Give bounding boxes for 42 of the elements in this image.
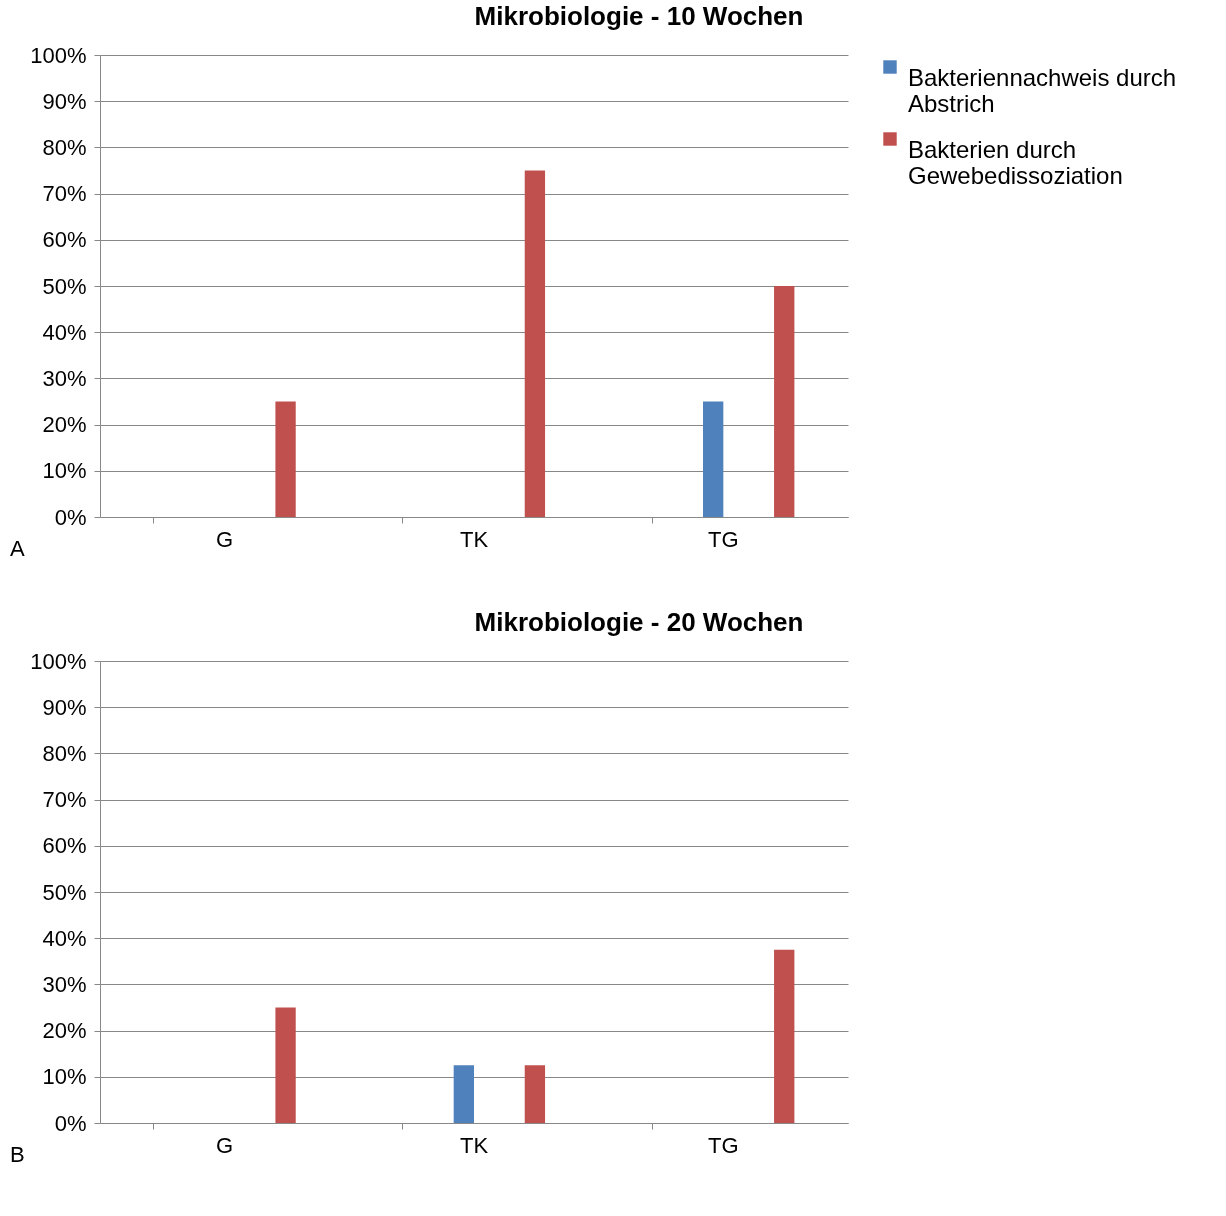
chart-title: Mikrobiologie - 10 Wochen	[474, 1, 804, 31]
y-tick-label: 80%	[42, 740, 87, 766]
y-tick-label: 60%	[42, 227, 87, 253]
x-tick-label: TK	[459, 526, 489, 552]
x-tick-label: G	[216, 526, 234, 552]
y-tick-label: 30%	[42, 971, 87, 997]
y-tick-label: 90%	[42, 88, 87, 114]
text: B	[10, 1142, 25, 1167]
y-tick-label: 40%	[42, 319, 87, 345]
y-tick-label: 50%	[42, 879, 87, 905]
bar	[275, 401, 296, 517]
legend-label: Bakterien durch Gewebedissoziation	[908, 136, 1123, 189]
y-tick-label: 100%	[30, 648, 87, 674]
y-tick-label: 20%	[42, 1018, 87, 1044]
y-tick-label: 70%	[42, 181, 87, 207]
y-tick-label: 80%	[42, 134, 87, 160]
x-tick-label: G	[216, 1132, 234, 1158]
x-tick-label: TK	[459, 1132, 489, 1158]
y-tick-label: 70%	[42, 787, 87, 813]
bar	[703, 401, 724, 517]
text: A	[10, 536, 25, 561]
bar	[275, 1007, 296, 1123]
bar	[774, 286, 795, 517]
chart-title: Mikrobiologie - 20 Wochen	[474, 607, 804, 637]
legend-label: Bakteriennachweis durch Abstrich	[908, 64, 1177, 117]
bar	[524, 1065, 546, 1123]
bar	[453, 1065, 474, 1123]
y-tick-label: 50%	[42, 273, 87, 299]
y-tick-label: 100%	[30, 42, 87, 68]
y-tick-label: 0%	[54, 1110, 87, 1136]
y-tick-label: 90%	[42, 694, 87, 720]
x-tick-label: TG	[708, 526, 739, 552]
bar	[524, 170, 546, 517]
y-tick-label: 40%	[42, 925, 87, 951]
y-tick-label: 30%	[42, 365, 87, 391]
y-tick-label: 60%	[42, 833, 87, 859]
y-tick-label: 10%	[42, 1064, 87, 1090]
y-tick-label: 10%	[42, 458, 87, 484]
x-tick-label: TG	[708, 1132, 739, 1158]
y-tick-label: 20%	[42, 412, 87, 438]
bar	[774, 949, 795, 1123]
y-tick-label: 0%	[54, 504, 87, 530]
